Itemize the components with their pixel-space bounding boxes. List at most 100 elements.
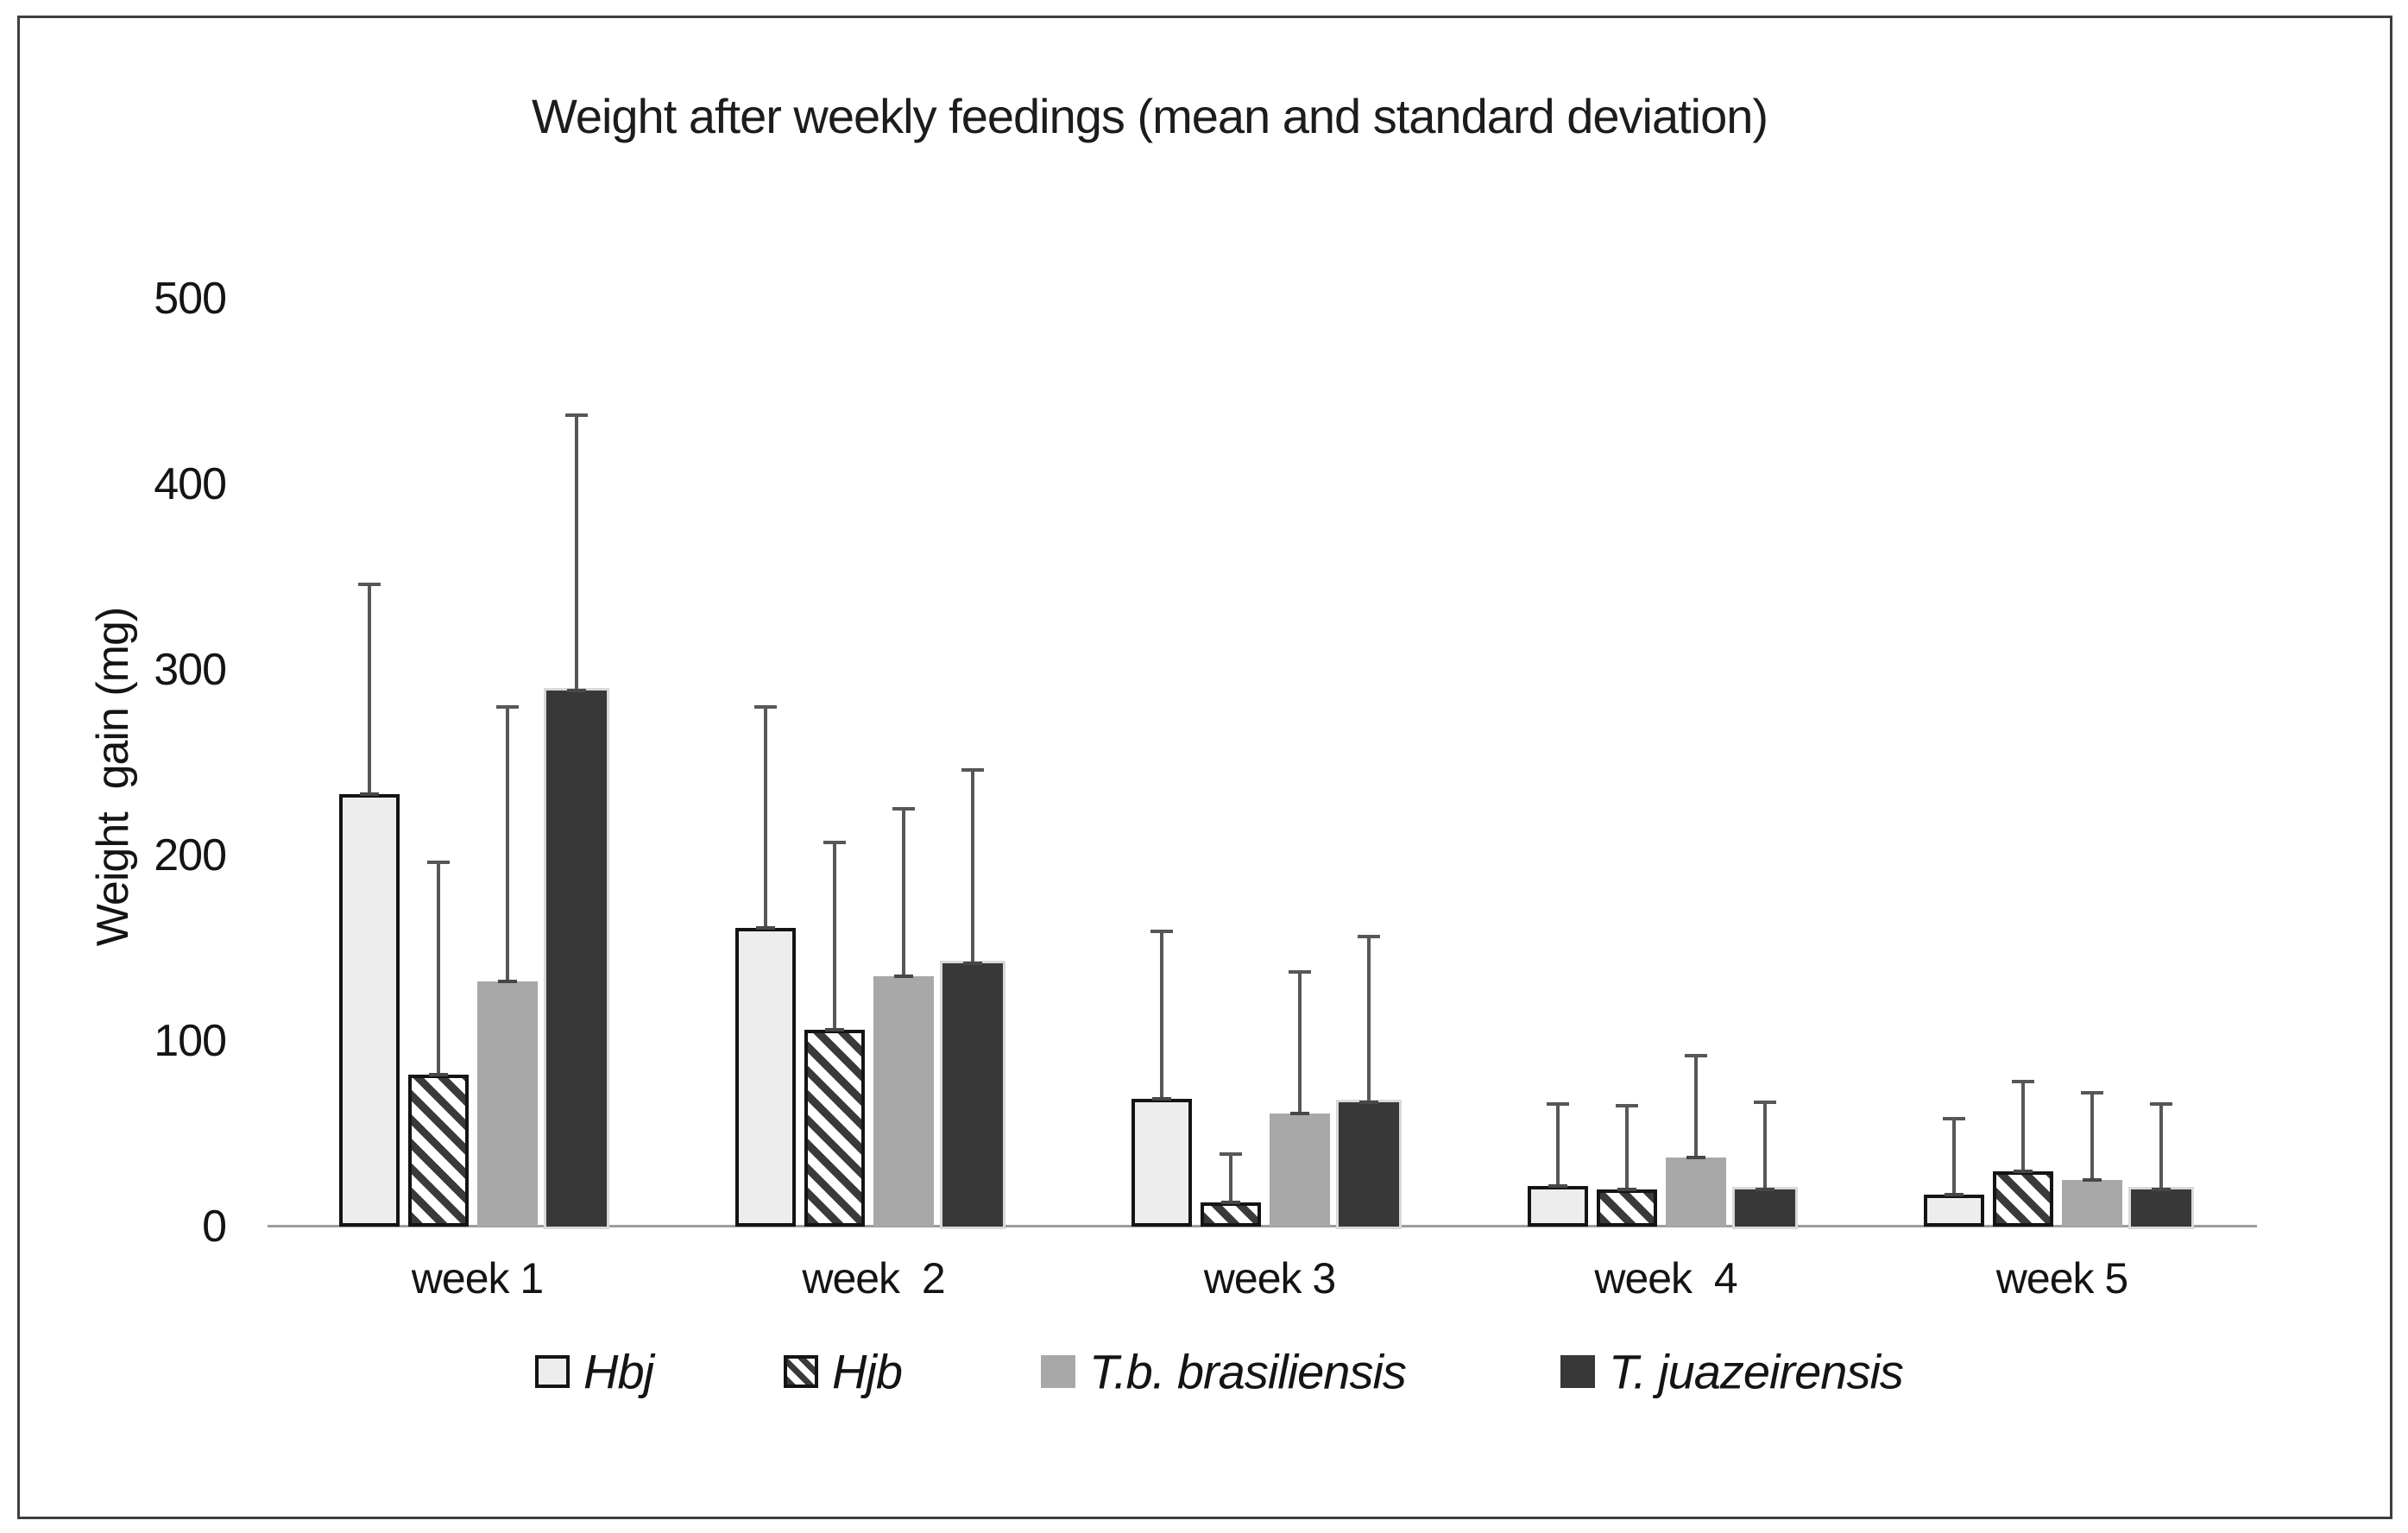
bar-t-juazeirensis-week-5 <box>2128 1187 2194 1229</box>
x-tick-label-week-5: week 5 <box>1995 1254 2128 1303</box>
error-cap-top-t-b-brasiliensis-week-1 <box>496 704 519 709</box>
y-tick-label-300: 300 <box>154 645 227 695</box>
error-bar-t-b-brasiliensis-week-5 <box>2090 1091 2094 1181</box>
error-cap-bottom-hbj-week-4 <box>1548 1183 1567 1188</box>
error-cap-bottom-t-juazeirensis-week-3 <box>1359 1100 1378 1104</box>
legend-label-hjb: Hjb <box>832 1344 903 1399</box>
bar-t-b-brasiliensis-week-5 <box>2062 1180 2122 1227</box>
x-axis-line <box>268 1225 2257 1227</box>
x-tick-label-week-1: week 1 <box>411 1254 544 1303</box>
error-bar-t-juazeirensis-week-2 <box>971 767 974 963</box>
error-cap-top-hjb-week-1 <box>427 861 450 865</box>
error-cap-top-t-juazeirensis-week-4 <box>1754 1100 1776 1104</box>
error-cap-top-hbj-week-5 <box>1943 1117 1965 1121</box>
chart-title: Weight after weekly feedings (mean and s… <box>531 89 1768 143</box>
legend-swatch-t-juazeirensis <box>1560 1355 1595 1388</box>
error-cap-top-hjb-week-5 <box>2012 1080 2034 1084</box>
error-bar-hjb-week-4 <box>1625 1104 1629 1189</box>
error-cap-top-hbj-week-3 <box>1150 930 1173 933</box>
y-tick-label-500: 500 <box>154 274 227 324</box>
bar-hbj-week-1 <box>339 794 400 1227</box>
error-cap-bottom-t-b-brasiliensis-week-1 <box>498 980 517 984</box>
error-bar-hjb-week-2 <box>833 840 836 1031</box>
error-cap-top-t-juazeirensis-week-3 <box>1358 935 1380 939</box>
y-tick-label-0: 0 <box>202 1202 227 1252</box>
x-tick-label-week-2: week 2 <box>802 1254 945 1303</box>
error-cap-bottom-t-b-brasiliensis-week-5 <box>2083 1178 2102 1183</box>
bar-t-juazeirensis-week-4 <box>1732 1187 1798 1229</box>
error-bar-hjb-week-5 <box>2021 1080 2025 1171</box>
error-cap-top-hbj-week-2 <box>754 704 777 709</box>
error-bar-hjb-week-3 <box>1229 1152 1232 1203</box>
figure-border <box>17 16 2392 1519</box>
x-tick-label-week-3: week 3 <box>1203 1254 1336 1303</box>
error-bar-hbj-week-2 <box>764 704 767 928</box>
error-cap-top-t-b-brasiliensis-week-2 <box>892 807 915 811</box>
error-bar-hbj-week-5 <box>1952 1117 1956 1195</box>
error-cap-top-t-b-brasiliensis-week-5 <box>2081 1091 2103 1095</box>
error-cap-top-t-b-brasiliensis-week-3 <box>1289 970 1311 975</box>
legend-swatch-hbj <box>535 1355 570 1388</box>
error-bar-hbj-week-3 <box>1160 930 1163 1099</box>
error-cap-bottom-t-juazeirensis-week-2 <box>963 961 982 965</box>
bar-hjb-week-1 <box>408 1074 469 1227</box>
error-cap-top-hbj-week-1 <box>358 582 381 586</box>
error-cap-bottom-t-juazeirensis-week-5 <box>2152 1188 2171 1191</box>
error-bar-t-b-brasiliensis-week-4 <box>1694 1054 1698 1158</box>
bar-t-b-brasiliensis-week-2 <box>873 975 934 1227</box>
error-bar-hbj-week-1 <box>368 582 371 795</box>
bar-t-juazeirensis-week-3 <box>1336 1099 1402 1229</box>
error-cap-top-hjb-week-4 <box>1616 1104 1638 1108</box>
error-cap-bottom-t-b-brasiliensis-week-2 <box>894 974 913 978</box>
bar-hjb-week-3 <box>1201 1202 1261 1227</box>
error-bar-t-juazeirensis-week-4 <box>1763 1100 1767 1189</box>
error-cap-bottom-hbj-week-5 <box>1945 1193 1964 1197</box>
error-cap-bottom-hjb-week-5 <box>2014 1169 2033 1173</box>
y-tick-label-100: 100 <box>154 1016 227 1066</box>
error-cap-bottom-t-juazeirensis-week-4 <box>1756 1188 1774 1191</box>
bar-hbj-week-3 <box>1132 1098 1192 1227</box>
error-cap-bottom-hjb-week-1 <box>429 1072 448 1076</box>
error-bar-hbj-week-4 <box>1556 1101 1560 1186</box>
error-bar-t-juazeirensis-week-5 <box>2159 1101 2163 1189</box>
error-bar-t-b-brasiliensis-week-1 <box>506 704 509 982</box>
error-cap-top-t-juazeirensis-week-2 <box>961 767 984 772</box>
error-bar-t-juazeirensis-week-1 <box>575 413 578 691</box>
bar-hjb-week-4 <box>1597 1189 1657 1227</box>
y-tick-label-200: 200 <box>154 830 227 880</box>
legend-label-t-b-brasiliensis: T.b. brasiliensis <box>1089 1344 1407 1399</box>
y-tick-label-400: 400 <box>154 459 227 509</box>
bar-hjb-week-2 <box>804 1030 865 1227</box>
bar-hbj-week-5 <box>1924 1195 1984 1227</box>
error-cap-bottom-hjb-week-2 <box>825 1028 844 1032</box>
error-cap-bottom-hbj-week-3 <box>1152 1096 1171 1101</box>
bar-t-juazeirensis-week-1 <box>544 687 609 1229</box>
legend-swatch-t-b-brasiliensis <box>1041 1355 1075 1388</box>
error-cap-bottom-hbj-week-2 <box>756 925 775 930</box>
error-cap-bottom-hjb-week-3 <box>1221 1201 1240 1205</box>
error-bar-t-juazeirensis-week-3 <box>1367 935 1371 1102</box>
error-cap-top-hjb-week-3 <box>1220 1152 1242 1156</box>
error-cap-top-t-b-brasiliensis-week-4 <box>1685 1054 1707 1058</box>
bar-hbj-week-2 <box>735 927 796 1227</box>
error-cap-bottom-hjb-week-4 <box>1617 1188 1636 1191</box>
bar-t-b-brasiliensis-week-1 <box>477 981 538 1227</box>
error-bar-hjb-week-1 <box>437 861 440 1075</box>
error-bar-t-b-brasiliensis-week-2 <box>902 807 905 976</box>
error-cap-bottom-t-b-brasiliensis-week-4 <box>1686 1156 1705 1160</box>
error-cap-top-hbj-week-4 <box>1547 1101 1569 1106</box>
bar-hbj-week-4 <box>1528 1185 1588 1227</box>
bar-t-juazeirensis-week-2 <box>940 960 1005 1229</box>
legend-swatch-hjb <box>784 1355 818 1388</box>
bar-t-b-brasiliensis-week-4 <box>1666 1158 1726 1227</box>
x-tick-label-week-4: week 4 <box>1594 1254 1737 1303</box>
error-bar-t-b-brasiliensis-week-3 <box>1298 970 1302 1113</box>
error-cap-top-t-juazeirensis-week-1 <box>565 413 588 418</box>
error-cap-bottom-t-b-brasiliensis-week-3 <box>1290 1111 1309 1115</box>
error-cap-top-hjb-week-2 <box>823 840 846 844</box>
legend-label-t-juazeirensis: T. juazeirensis <box>1609 1344 1904 1399</box>
bar-hjb-week-5 <box>1993 1170 2053 1227</box>
error-cap-bottom-hbj-week-1 <box>360 792 379 797</box>
error-cap-bottom-t-juazeirensis-week-1 <box>567 688 586 692</box>
legend-label-hbj: Hbj <box>583 1344 654 1399</box>
